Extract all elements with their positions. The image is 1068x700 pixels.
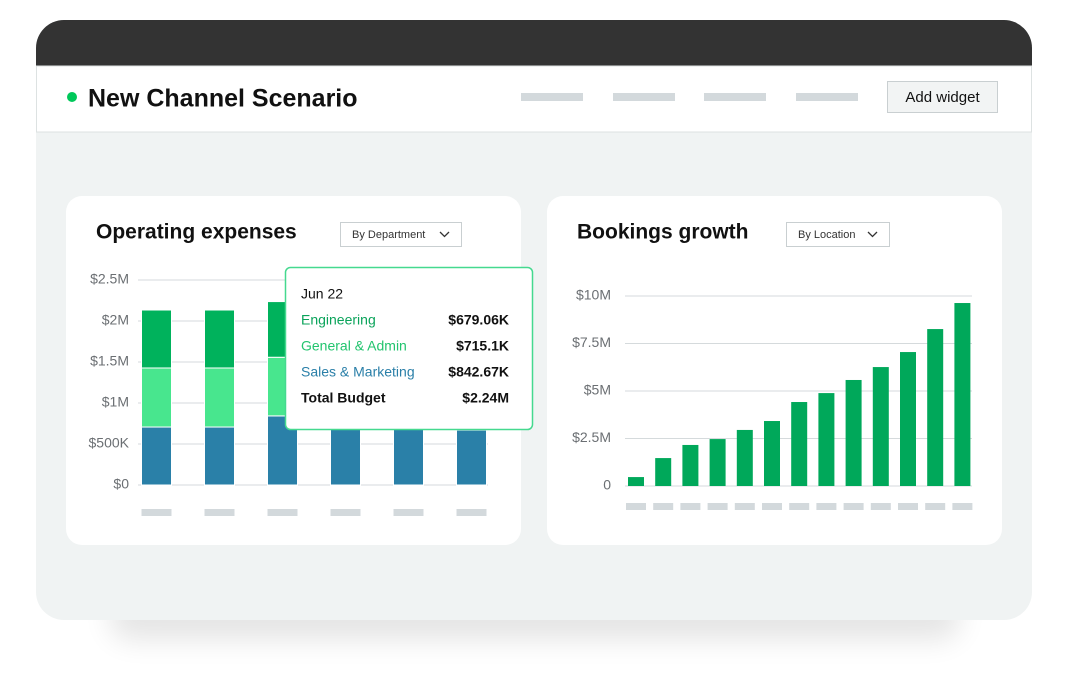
x-label-placeholder xyxy=(762,503,782,510)
y-tick-label: $1M xyxy=(102,394,129,410)
x-label-placeholder xyxy=(330,509,361,516)
bar-segment xyxy=(204,426,235,486)
tooltip-frame xyxy=(284,266,534,431)
x-label-placeholder xyxy=(680,503,701,510)
x-label-placeholder xyxy=(456,509,487,516)
bar-segment xyxy=(204,309,235,369)
chevron[interactable] xyxy=(439,231,450,238)
x-label-placeholder xyxy=(141,509,172,516)
y-tick-label: $7.5M xyxy=(572,334,611,350)
filter-dropdown[interactable]: By Department xyxy=(340,222,462,247)
bar-segment xyxy=(141,309,172,369)
bar xyxy=(682,444,699,486)
button-label[interactable]: Add widget xyxy=(905,89,980,106)
x-label-placeholder xyxy=(843,503,864,510)
x-label-placeholder xyxy=(734,503,755,510)
bar xyxy=(845,379,862,486)
nav-placeholder[interactable] xyxy=(704,93,766,101)
bar xyxy=(927,329,944,486)
bar-segment xyxy=(393,427,424,486)
bar xyxy=(709,439,726,486)
x-label-placeholder xyxy=(952,503,973,510)
bar-segment xyxy=(204,367,235,428)
bar-segment xyxy=(141,426,172,486)
nav-placeholder[interactable] xyxy=(613,93,675,101)
y-tick-label: $500K xyxy=(89,435,130,451)
filter-dropdown[interactable]: By Location xyxy=(786,222,890,247)
x-label-placeholder xyxy=(898,503,918,510)
y-tick-label: $5M xyxy=(584,382,611,398)
bar xyxy=(954,303,971,486)
tooltip-total-label: Total Budget xyxy=(301,390,386,406)
dropdown-frame[interactable] xyxy=(786,222,890,247)
tooltip-total: $2.24M xyxy=(462,390,509,406)
tooltip-value: $842.67K xyxy=(448,364,509,380)
bar xyxy=(736,429,753,486)
bar xyxy=(628,477,644,486)
y-tick-label: $2.5M xyxy=(572,429,611,445)
bar-segment xyxy=(456,429,487,486)
title-bar xyxy=(36,20,1032,66)
x-label-placeholder xyxy=(267,509,298,516)
bar xyxy=(764,421,780,486)
bar xyxy=(900,352,916,486)
bar xyxy=(818,393,835,486)
dropdown-frame[interactable] xyxy=(340,222,462,247)
tooltip-series: General & Admin xyxy=(301,338,407,354)
y-tick-label: $1.5M xyxy=(90,353,129,369)
bar xyxy=(655,458,672,486)
y-tick-label: $0 xyxy=(113,476,129,492)
tooltip: Jun 22 Engineering $679.06K General & Ad… xyxy=(284,266,534,431)
x-label-placeholder xyxy=(653,503,674,510)
chart-title: Operating expenses xyxy=(96,221,297,244)
tooltip-date: Jun 22 xyxy=(301,286,343,302)
scenario-title: New Channel Scenario xyxy=(88,85,358,113)
bar xyxy=(791,402,808,486)
x-label-placeholder xyxy=(626,503,646,510)
y-tick-label: 0 xyxy=(603,477,611,493)
button-frame[interactable] xyxy=(887,81,998,113)
tooltip-series: Engineering xyxy=(301,312,376,328)
x-label-placeholder xyxy=(870,503,891,510)
y-tick-label: $10M xyxy=(576,287,611,303)
x-label-placeholder xyxy=(707,503,728,510)
nav-placeholder[interactable] xyxy=(796,93,858,101)
dropdown-label[interactable]: By Location xyxy=(798,229,855,241)
bar xyxy=(872,367,889,486)
x-label-placeholder xyxy=(204,509,235,516)
add-widget-button[interactable]: Add widget xyxy=(887,81,998,113)
dropdown-label[interactable]: By Department xyxy=(352,229,425,241)
x-label-placeholder xyxy=(789,503,810,510)
bar-segment xyxy=(141,367,172,428)
x-label-placeholder xyxy=(925,503,946,510)
chevron[interactable] xyxy=(867,231,878,238)
chart-title: Bookings growth xyxy=(577,221,749,244)
x-label-placeholder xyxy=(393,509,424,516)
y-tick-label: $2M xyxy=(102,312,129,328)
tooltip-series: Sales & Marketing xyxy=(301,364,415,380)
bar-segment xyxy=(330,426,361,486)
status-dot xyxy=(67,92,77,102)
nav-placeholder[interactable] xyxy=(521,93,583,101)
y-tick-label: $2.5M xyxy=(90,271,129,287)
tooltip-value: $715.1K xyxy=(456,338,509,354)
x-label-placeholder xyxy=(816,503,837,510)
tooltip-value: $679.06K xyxy=(448,312,509,328)
